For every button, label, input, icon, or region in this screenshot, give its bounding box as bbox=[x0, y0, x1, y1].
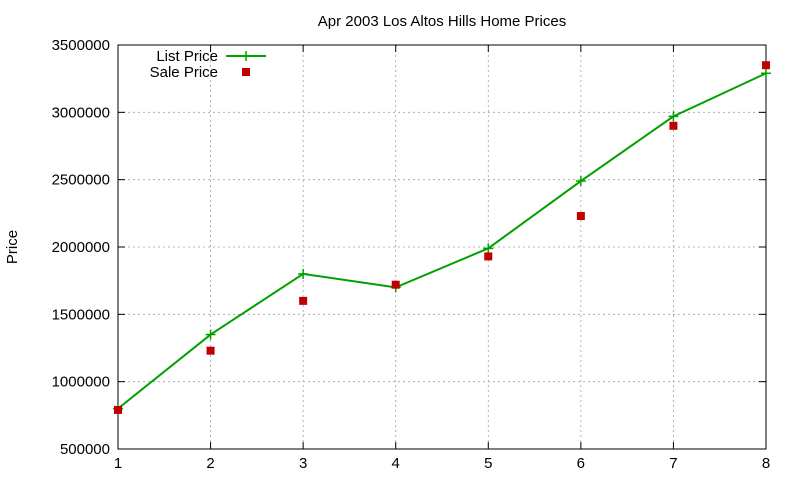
data-point bbox=[576, 212, 585, 221]
data-point bbox=[668, 111, 679, 122]
data-point bbox=[299, 296, 308, 305]
x-tick-label: 1 bbox=[114, 455, 122, 472]
y-tick-label: 1000000 bbox=[52, 374, 110, 391]
data-point bbox=[483, 243, 494, 254]
series-list-price bbox=[113, 68, 771, 414]
y-tick-label: 2000000 bbox=[52, 239, 110, 256]
legend-swatch-marker bbox=[242, 68, 250, 76]
chart-title: Apr 2003 Los Altos Hills Home Prices bbox=[318, 13, 566, 30]
x-tick-label: 5 bbox=[484, 455, 492, 472]
y-tick-label: 500000 bbox=[60, 441, 110, 458]
series-line bbox=[117, 72, 767, 410]
x-tick-label: 7 bbox=[669, 455, 677, 472]
axis-ticks: 1 2 3 4 5 6 7 8 500000 1000000 1500000 2000000 25000… bbox=[52, 37, 771, 472]
legend-label: List Price bbox=[156, 48, 218, 65]
x-tick-label: 6 bbox=[577, 455, 585, 472]
x-tick-label: 8 bbox=[762, 455, 770, 472]
y-tick-label: 3500000 bbox=[52, 37, 110, 54]
x-tick-label: 3 bbox=[299, 455, 307, 472]
series-sale-price bbox=[114, 61, 770, 414]
data-point bbox=[391, 280, 400, 289]
data-point bbox=[206, 346, 215, 355]
y-tick-label: 2500000 bbox=[52, 172, 110, 189]
data-point bbox=[484, 252, 493, 261]
data-point bbox=[298, 268, 309, 279]
y-axis-label: Price bbox=[4, 230, 21, 264]
x-tick-label: 4 bbox=[392, 455, 400, 472]
data-point bbox=[762, 61, 770, 70]
data-point bbox=[669, 121, 678, 130]
x-tick-label: 2 bbox=[206, 455, 214, 472]
series-layer bbox=[113, 61, 771, 414]
legend-label: Sale Price bbox=[150, 64, 218, 81]
data-point bbox=[761, 68, 771, 79]
grid-lines bbox=[118, 45, 766, 449]
y-tick-label: 3000000 bbox=[52, 104, 110, 121]
legend-swatch-marker bbox=[241, 51, 251, 61]
data-point bbox=[205, 329, 216, 340]
data-point bbox=[114, 405, 122, 414]
y-tick-label: 1500000 bbox=[52, 306, 110, 323]
data-point bbox=[575, 176, 586, 187]
